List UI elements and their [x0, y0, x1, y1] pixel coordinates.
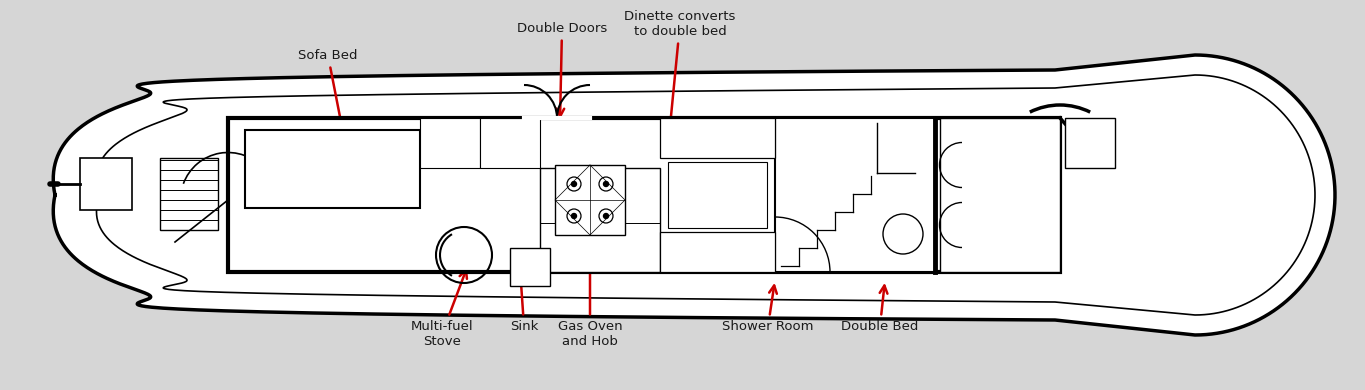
Text: Gas Oven
and Hob: Gas Oven and Hob	[558, 236, 622, 348]
Bar	[667, 162, 767, 228]
Polygon shape	[53, 55, 1335, 335]
Bar	[244, 130, 420, 208]
Bar	[661, 232, 775, 272]
Circle shape	[572, 213, 576, 218]
Text: Sink: Sink	[509, 273, 538, 333]
Bar	[480, 118, 541, 168]
Circle shape	[603, 181, 609, 186]
Bar	[160, 158, 218, 230]
Text: Sofa Bed: Sofa Bed	[298, 49, 358, 163]
Bar	[1065, 118, 1115, 168]
Text: Shower Room: Shower Room	[722, 285, 814, 333]
Bar	[541, 168, 661, 272]
Bar	[228, 118, 1061, 272]
Text: Double Bed: Double Bed	[841, 285, 919, 333]
Circle shape	[572, 181, 576, 186]
Circle shape	[603, 213, 609, 218]
Bar	[940, 118, 1061, 272]
Bar	[775, 118, 935, 272]
Text: Dinette converts
to double bed: Dinette converts to double bed	[624, 10, 736, 183]
Bar	[556, 165, 625, 235]
Bar	[81, 158, 132, 210]
Bar	[511, 248, 550, 286]
Text: Double Doors: Double Doors	[517, 22, 607, 117]
Text: Multi-fuel
Stove: Multi-fuel Stove	[411, 270, 474, 348]
Bar	[420, 118, 480, 168]
Bar	[661, 118, 775, 158]
